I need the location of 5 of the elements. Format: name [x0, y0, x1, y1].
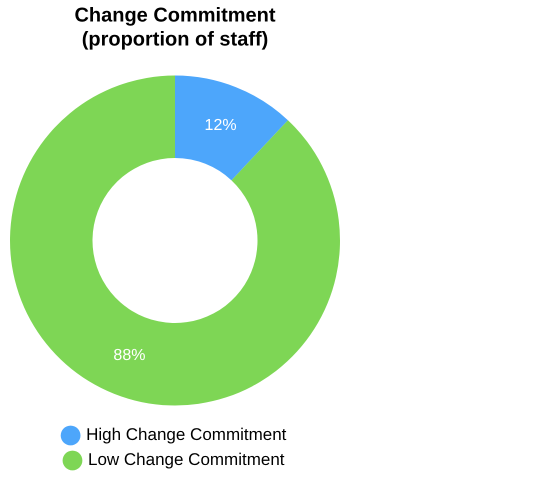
legend-label: High Change Commitment [86, 425, 287, 444]
data-label: 88% [113, 346, 146, 364]
chart-title: Change Commitment (proportion of staff) [74, 4, 276, 51]
data-label: 12% [204, 116, 237, 134]
legend-label: Low Change Commitment [88, 450, 285, 470]
